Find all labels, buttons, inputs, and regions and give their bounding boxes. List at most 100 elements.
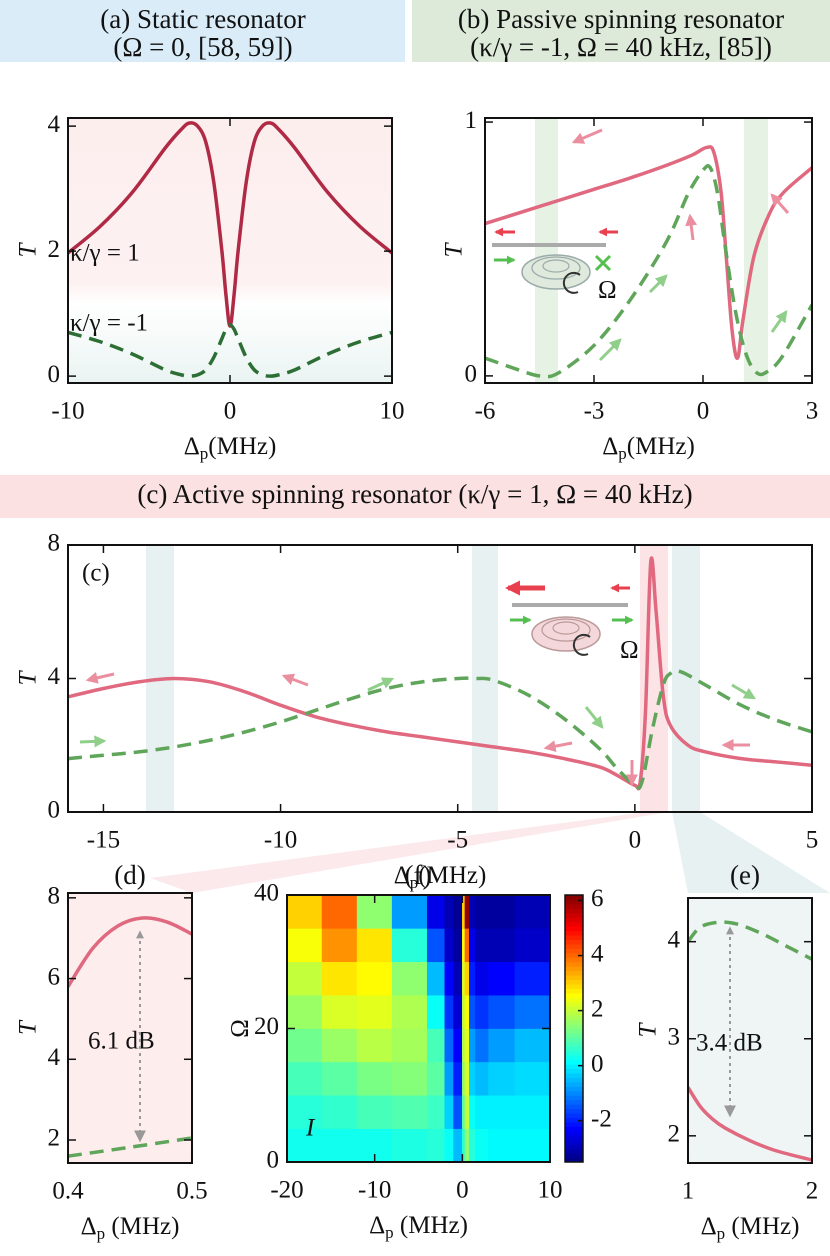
heat-cell	[444, 894, 454, 929]
colorbar-swatch	[565, 1010, 583, 1016]
panel-title: (f)	[405, 860, 432, 890]
x-tick-label: 1	[682, 1178, 695, 1205]
rotation-arrow	[562, 271, 581, 294]
x-axis-label-part: (MHz)	[418, 862, 486, 889]
colorbar-tick-label: 0	[591, 1050, 604, 1077]
x-tick-label: 5	[806, 827, 819, 854]
heat-cell	[464, 1061, 470, 1096]
y-axis-label: T	[15, 241, 42, 257]
heat-cell	[444, 961, 454, 996]
y-tick-label: 2	[668, 1121, 681, 1148]
header-bg	[0, 475, 830, 518]
cross	[594, 254, 612, 272]
colorbar-swatch	[565, 926, 583, 932]
heat-cell	[453, 994, 463, 1029]
colorbar-swatch	[565, 1153, 583, 1159]
flow-arrow	[85, 671, 115, 684]
x-tick-label: -5	[447, 827, 468, 854]
flow-arrow	[281, 673, 309, 687]
heat-cell	[464, 994, 470, 1029]
colorbar-swatch	[565, 899, 583, 905]
colorbar-swatch	[565, 1099, 583, 1105]
flow-arrow	[770, 310, 788, 333]
colorbar-swatch	[565, 1028, 583, 1034]
inset-label: Ω	[620, 637, 639, 664]
colorbar-swatch	[565, 935, 583, 940]
annotation: 6.1 dB	[88, 1028, 155, 1055]
colorbar-swatch	[565, 1157, 583, 1163]
colorbar-swatch	[565, 917, 583, 923]
heat-cell	[426, 1128, 446, 1163]
header-bg	[412, 0, 830, 62]
header-bg	[0, 0, 405, 62]
y-axis-label: T	[15, 669, 42, 685]
y-tick-label: 0	[48, 361, 61, 388]
heat-cell	[321, 994, 358, 1029]
x-axis-label-part: (MHz)	[105, 1213, 179, 1240]
line	[68, 669, 812, 790]
heat-cell	[469, 1094, 476, 1129]
heat-cell	[391, 994, 428, 1029]
line	[68, 916, 192, 988]
heat-cell	[475, 1028, 489, 1063]
heat-cell	[469, 1128, 476, 1163]
colorbar-swatch	[565, 1086, 583, 1092]
x-axis-label-part: Δ	[81, 1213, 97, 1240]
heat-cell	[453, 894, 463, 929]
heat-cell	[444, 1028, 454, 1063]
heat-cell	[462, 1061, 466, 1096]
y-tick-label: 4	[48, 1044, 61, 1071]
colorbar-swatch	[565, 1148, 583, 1154]
x-tick-label: 0	[456, 1177, 469, 1204]
x-axis-label-part: Δ	[394, 862, 410, 889]
y-tick-label: 0	[267, 1147, 280, 1174]
line	[485, 145, 812, 360]
x-axis-label-part: (MHz)	[627, 433, 695, 460]
x-axis-label-part: p	[385, 1223, 394, 1242]
colorbar-swatch	[565, 957, 583, 963]
y-tick-label: 8	[48, 530, 61, 557]
flow-arrow	[731, 683, 757, 700]
band	[672, 545, 700, 812]
annotation: κ/γ = -1	[70, 310, 148, 337]
heat-cell	[444, 1061, 454, 1096]
colorbar-swatch	[565, 1015, 583, 1021]
heat-cell	[321, 1061, 358, 1096]
heat-cell	[464, 1094, 470, 1129]
colorbar-tick-label: 4	[591, 940, 604, 967]
y-tick-label: 3	[668, 1023, 681, 1050]
heat-cell	[475, 894, 489, 929]
x-axis-label-part: p	[717, 1224, 726, 1243]
y-tick-label: 20	[254, 1013, 279, 1040]
heat-cell	[426, 1094, 446, 1129]
x-tick-label: 0.4	[52, 1178, 84, 1205]
heat-cell	[391, 894, 428, 929]
annotation: I	[305, 1115, 316, 1142]
heat-cell	[453, 1061, 463, 1096]
y-tick-label: 40	[254, 880, 279, 907]
colorbar-swatch	[565, 930, 583, 936]
x-axis-label-part: Δ	[369, 1212, 385, 1239]
y-tick-label: 4	[48, 663, 61, 690]
heat-cell	[488, 994, 516, 1029]
heat-cell	[356, 1094, 393, 1129]
decorations: ΩΩ	[79, 128, 790, 1143]
heat-cell	[514, 1028, 551, 1063]
heat-cell	[514, 1094, 551, 1129]
heat-cell	[444, 1128, 454, 1163]
heat-cell	[286, 1061, 323, 1096]
heat-cell	[464, 894, 470, 929]
heat-cell	[488, 1028, 516, 1063]
zoom-wedge	[150, 812, 668, 893]
y-tick-label: 0	[48, 797, 61, 824]
heat-cell	[426, 1028, 446, 1063]
colorbar-swatch	[565, 1032, 583, 1038]
heat-cell	[475, 1061, 489, 1096]
heat-cell	[469, 1061, 476, 1096]
panel-title: (d)	[114, 860, 145, 890]
colorbar-swatch	[565, 1135, 583, 1141]
heat-cell	[453, 1028, 463, 1063]
heat-cell	[475, 994, 489, 1029]
heat-cell	[514, 1128, 551, 1163]
y-tick-label: 4	[48, 111, 61, 138]
